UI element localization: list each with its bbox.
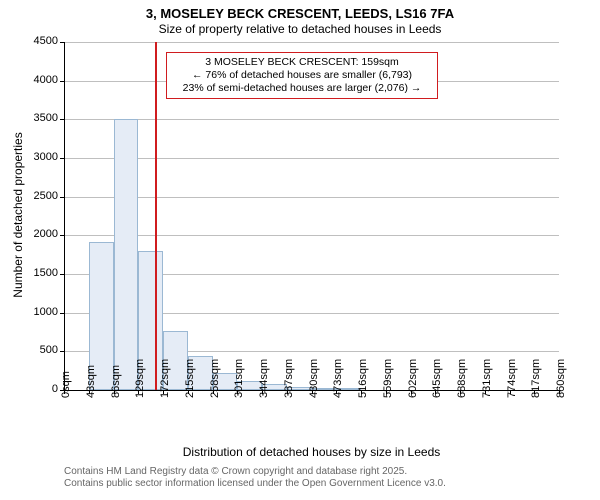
y-tick-mark (60, 197, 64, 198)
chart-container: 3, MOSELEY BECK CRESCENT, LEEDS, LS16 7F… (0, 0, 600, 500)
footer-line-2: Contains public sector information licen… (64, 478, 446, 489)
y-tick-mark (60, 235, 64, 236)
x-tick-label: 731sqm (481, 359, 493, 398)
chart-subtitle: Size of property relative to detached ho… (0, 22, 600, 36)
x-tick-label: 387sqm (283, 359, 295, 398)
x-tick-label: 688sqm (456, 359, 468, 398)
y-tick-mark (60, 274, 64, 275)
y-tick-mark (60, 119, 64, 120)
y-tick-label: 1500 (20, 267, 58, 279)
x-tick-label: 645sqm (431, 359, 443, 398)
histogram-bar (114, 119, 139, 390)
x-tick-label: 301sqm (233, 359, 245, 398)
x-tick-label: 516sqm (357, 359, 369, 398)
annot-line-3: 23% of semi-detached houses are larger (… (173, 82, 431, 95)
x-axis-label: Distribution of detached houses by size … (64, 445, 559, 459)
y-tick-label: 3000 (20, 151, 58, 163)
y-tick-label: 4000 (20, 74, 58, 86)
x-tick-label: 430sqm (308, 359, 320, 398)
x-tick-label: 215sqm (184, 359, 196, 398)
annotation-box: 3 MOSELEY BECK CRESCENT: 159sqm← 76% of … (166, 52, 438, 99)
y-tick-label: 0 (20, 383, 58, 395)
x-tick-label: 172sqm (159, 359, 171, 398)
y-tick-label: 3500 (20, 112, 58, 124)
x-tick-label: 473sqm (332, 359, 344, 398)
y-tick-label: 4500 (20, 35, 58, 47)
y-tick-mark (60, 81, 64, 82)
x-tick-label: 774sqm (506, 359, 518, 398)
y-tick-mark (60, 351, 64, 352)
x-tick-label: 559sqm (382, 359, 394, 398)
x-tick-label: 344sqm (258, 359, 270, 398)
x-tick-label: 129sqm (134, 359, 146, 398)
x-tick-label: 43sqm (85, 365, 97, 398)
gridline (64, 197, 559, 198)
gridline (64, 42, 559, 43)
y-tick-label: 500 (20, 344, 58, 356)
y-tick-label: 2500 (20, 190, 58, 202)
x-tick-label: 86sqm (110, 365, 122, 398)
annot-line-2: ← 76% of detached houses are smaller (6,… (173, 69, 431, 82)
chart-title: 3, MOSELEY BECK CRESCENT, LEEDS, LS16 7F… (0, 6, 600, 21)
y-axis-label: Number of detached properties (11, 115, 25, 315)
y-tick-label: 2000 (20, 228, 58, 240)
gridline (64, 119, 559, 120)
x-tick-label: 860sqm (555, 359, 567, 398)
plot-area: 3 MOSELEY BECK CRESCENT: 159sqm← 76% of … (64, 42, 559, 390)
gridline (64, 235, 559, 236)
annot-line-1: 3 MOSELEY BECK CRESCENT: 159sqm (173, 56, 431, 69)
x-tick-label: 817sqm (530, 359, 542, 398)
marker-line (155, 42, 157, 390)
y-tick-label: 1000 (20, 306, 58, 318)
y-tick-mark (60, 42, 64, 43)
y-tick-mark (60, 158, 64, 159)
x-tick-label: 0sqm (60, 371, 72, 398)
footer-line-1: Contains HM Land Registry data © Crown c… (64, 466, 407, 477)
y-tick-mark (60, 313, 64, 314)
x-tick-label: 602sqm (407, 359, 419, 398)
gridline (64, 158, 559, 159)
y-axis (64, 42, 65, 390)
x-tick-label: 258sqm (209, 359, 221, 398)
